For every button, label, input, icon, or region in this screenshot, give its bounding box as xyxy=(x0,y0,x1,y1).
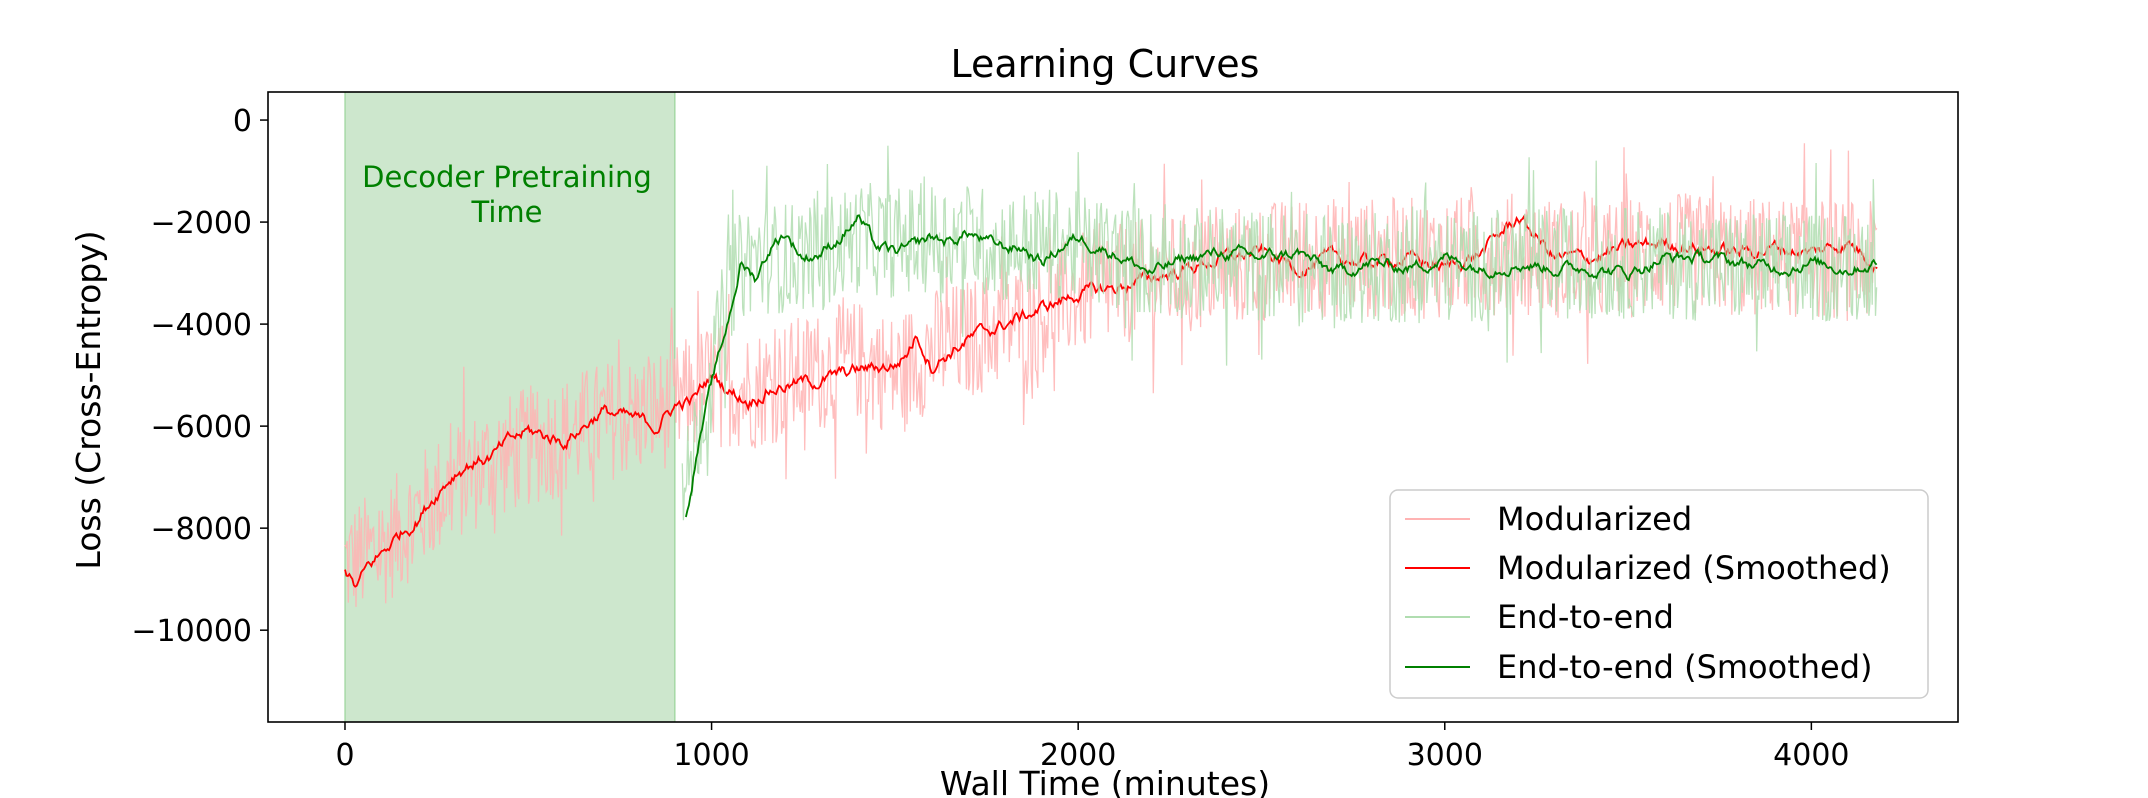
plot-frame xyxy=(267,91,1959,723)
legend-label-end-to-end: End-to-end xyxy=(1497,598,1674,636)
x-axis-ticks: 0 1000 2000 3000 4000 xyxy=(335,722,1850,773)
legend-label-modularized-smoothed: Modularized (Smoothed) xyxy=(1497,549,1891,587)
legend: Modularized Modularized (Smoothed) End-t… xyxy=(1389,489,1929,699)
legend-label-end-to-end-smoothed: End-to-end (Smoothed) xyxy=(1497,648,1873,686)
series-line-modularized-smoothed xyxy=(344,214,1878,588)
series-layer xyxy=(344,143,1878,607)
y-tick-label: −8000 xyxy=(151,512,252,547)
legend-box xyxy=(1389,489,1929,699)
y-tick-label: −6000 xyxy=(151,410,252,445)
y-axis-label: Loss (Cross-Entropy) xyxy=(69,230,108,569)
annotation-line-1: Decoder Pretraining xyxy=(362,160,652,194)
chart-title: Learning Curves xyxy=(951,42,1260,86)
legend-label-modularized: Modularized xyxy=(1497,500,1692,538)
y-tick-label: 0 xyxy=(233,104,252,139)
annotation-line-2: Time xyxy=(471,195,543,229)
x-tick-label: 2000 xyxy=(1040,738,1116,773)
x-tick-label: 3000 xyxy=(1407,738,1483,773)
x-tick-label: 4000 xyxy=(1773,738,1849,773)
y-axis-ticks: 0 −2000 −4000 −6000 −8000 −10000 xyxy=(131,104,268,649)
x-tick-label: 1000 xyxy=(673,738,749,773)
y-tick-label: −2000 xyxy=(151,206,252,241)
y-tick-label: −4000 xyxy=(151,308,252,343)
x-axis-label: Wall Time (minutes) xyxy=(940,764,1270,798)
x-tick-label: 0 xyxy=(335,738,354,773)
y-tick-label: −10000 xyxy=(131,614,252,649)
series-line-end-to-end xyxy=(681,145,1878,521)
series-line-end-to-end-smoothed xyxy=(685,214,1878,518)
